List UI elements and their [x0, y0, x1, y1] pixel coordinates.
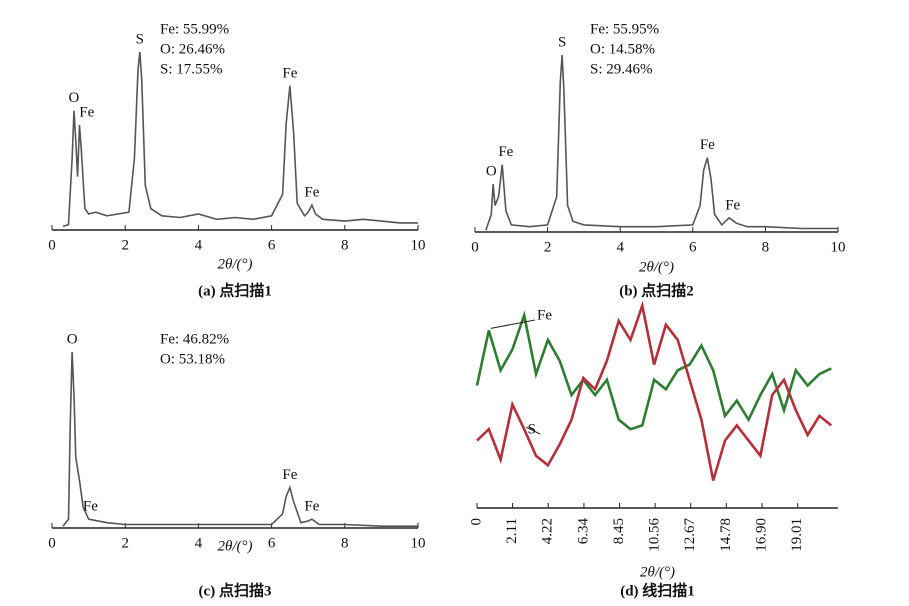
spectrum-line	[62, 351, 418, 527]
x-axis-label: 2θ/(°)	[217, 538, 252, 554]
peak-label: Fe	[83, 499, 98, 515]
peak-label: Fe	[700, 137, 715, 153]
series-label: S	[528, 421, 536, 437]
x-tick-label: 6.34	[575, 518, 591, 545]
x-tick-label: 4.22	[540, 518, 556, 544]
composition: Fe: 55.95%	[590, 21, 659, 37]
x-tick-label: 2	[544, 239, 552, 255]
peak-label: Fe	[282, 65, 297, 81]
peak-label: Fe	[282, 467, 297, 483]
x-tick-label: 10	[411, 535, 426, 551]
x-tick-label: 14.78	[718, 518, 734, 552]
peak-label: S	[558, 34, 566, 50]
leader-line	[490, 319, 536, 329]
x-tick-label: 2	[121, 237, 129, 253]
x-tick-label: 0	[48, 237, 56, 253]
x-tick-label: 0	[48, 535, 56, 551]
x-tick-label: 16.90	[754, 518, 770, 552]
x-tick-label: 8	[341, 237, 349, 253]
peak-label: Fe	[304, 499, 319, 515]
leader-line	[526, 426, 541, 435]
x-tick-label: 4	[616, 239, 624, 255]
x-tick-label: 12.67	[682, 518, 698, 552]
composition: S: 29.46%	[590, 61, 653, 77]
x-tick-label: 2.11	[504, 518, 520, 544]
caption: (a) 点扫描1	[198, 281, 272, 299]
peak-label: O	[69, 90, 80, 106]
caption: (b) 点扫描2	[619, 281, 694, 299]
x-tick-label: 6	[689, 239, 697, 255]
caption: (c) 点扫描3	[199, 581, 272, 599]
x-axis-label: 2θ/(°)	[639, 259, 674, 275]
x-tick-label: 8	[341, 535, 349, 551]
peak-label: Fe	[304, 185, 319, 201]
scan-line	[476, 300, 833, 481]
composition: S: 17.55%	[160, 61, 223, 77]
x-tick-label: 6	[268, 535, 276, 551]
composition: O: 14.58%	[590, 41, 655, 57]
scan-line	[475, 310, 832, 431]
x-tick-label: 0	[471, 239, 479, 255]
x-tick-label: 8.45	[611, 518, 627, 544]
x-axis-label: 2θ/(°)	[217, 256, 252, 272]
peak-label: Fe	[725, 197, 740, 213]
spectrum-line	[485, 54, 838, 231]
series-label: Fe	[537, 307, 552, 323]
x-tick-label: 6	[268, 237, 276, 253]
x-tick-label: 10	[411, 237, 426, 253]
peak-label: S	[136, 31, 144, 47]
composition: Fe: 46.82%	[160, 331, 229, 347]
peak-label: Fe	[79, 104, 94, 120]
x-tick-label: 10.56	[647, 518, 663, 552]
x-tick-label: 4	[195, 237, 203, 253]
x-tick-label: 8	[762, 239, 770, 255]
spectrum-line	[62, 51, 418, 228]
x-tick-label: 19.01	[789, 518, 805, 552]
peak-label: O	[486, 164, 497, 180]
x-tick-label: 10	[831, 239, 846, 255]
caption: (d) 线扫描1	[620, 581, 695, 599]
x-tick-label: 2	[121, 535, 129, 551]
composition: O: 53.18%	[160, 351, 225, 367]
composition: Fe: 55.99%	[160, 21, 229, 37]
peak-label: Fe	[498, 144, 513, 160]
peak-label: O	[67, 331, 78, 347]
x-tick-label: 4	[195, 535, 203, 551]
x-tick-label: 0	[468, 518, 484, 526]
x-axis-label: 2θ/(°)	[640, 564, 675, 580]
composition: O: 26.46%	[160, 41, 225, 57]
